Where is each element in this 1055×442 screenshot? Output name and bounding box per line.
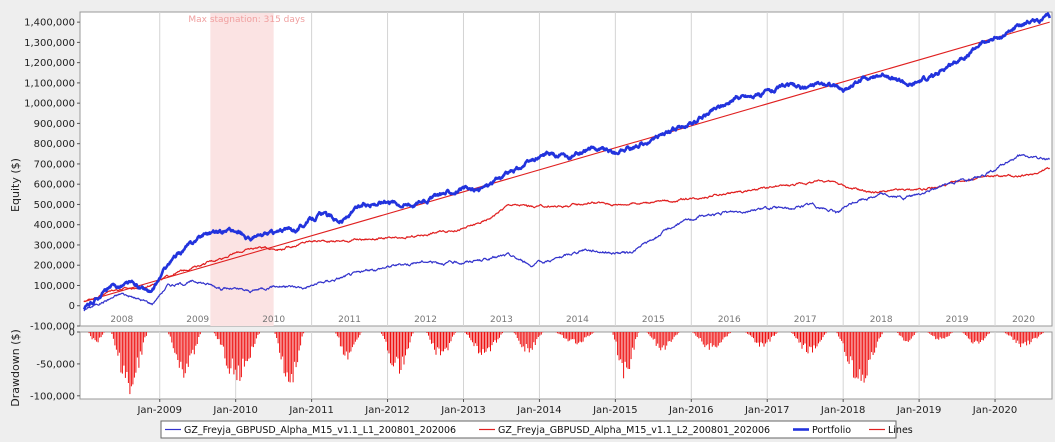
legend-label: Lines — [888, 425, 913, 436]
equity-tick-label: 1,000,000 — [24, 99, 75, 110]
x-tick-label: Jan-2012 — [364, 405, 409, 416]
legend-label: GZ_Freyja_GBPUSD_Alpha_M15_v1.1_L1_20080… — [184, 425, 456, 436]
stagnation-annotation: Max stagnation: 315 days — [188, 15, 305, 25]
equity-y-ticks: -100,000 0 100,000 200,000 300,000 400,000 500… — [24, 18, 80, 333]
series-line-lines — [83, 21, 1050, 303]
series-line-gz-freyja-gbpusd-alpha-m15-v1-1-l1-200801-202006 — [83, 153, 1050, 312]
equity-tick-label: -100,000 — [30, 322, 75, 333]
year-label: 2020 — [1012, 315, 1035, 325]
x-tick-label: Jan-2010 — [212, 405, 257, 416]
series-line-gz-freyja-gbpusd-alpha-m15-v1-1-l2-200801-202006 — [83, 167, 1051, 302]
x-tick-label: Jan-2020 — [972, 405, 1017, 416]
legend: GZ_Freyja_GBPUSD_Alpha_M15_v1.1_L1_20080… — [160, 420, 913, 439]
year-label: 2018 — [870, 315, 893, 325]
year-label: 2011 — [338, 315, 361, 325]
x-tick-label: Jan-2015 — [592, 405, 637, 416]
year-label: 2012 — [414, 315, 437, 325]
equity-tick-label: 500,000 — [34, 200, 75, 211]
drawdown-plot-area — [79, 331, 1053, 400]
x-tick-label: Jan-2016 — [668, 405, 713, 416]
x-tick-label: Jan-2009 — [136, 405, 181, 416]
year-labels: 2008 2009 2010 2011 2012 2013 2014 2015 2016 2017… — [110, 315, 1035, 325]
year-label: 2016 — [718, 315, 741, 325]
equity-tick-label: 1,100,000 — [24, 78, 75, 89]
year-label: 2010 — [262, 315, 285, 325]
equity-tick-label: 1,200,000 — [24, 58, 75, 69]
year-label: 2014 — [566, 315, 589, 325]
year-label: 2009 — [186, 315, 209, 325]
drawdown-tick-label: -50,000 — [36, 359, 75, 370]
drawdown-y-ticks: 0 -50,000 -100,000 — [30, 328, 80, 402]
equity-tick-label: 700,000 — [34, 159, 75, 170]
equity-series — [82, 12, 1051, 312]
equity-tick-label: 600,000 — [34, 180, 75, 191]
equity-tick-label: 100,000 — [34, 281, 75, 292]
equity-tick-label: 1,400,000 — [24, 18, 75, 29]
stagnation-region — [210, 13, 274, 326]
x-tick-label: Jan-2019 — [896, 405, 941, 416]
drawdown-tick-label: 0 — [69, 328, 75, 339]
series-line-portfolio — [82, 12, 1051, 311]
equity-tick-label: 300,000 — [34, 240, 75, 251]
legend-label: GZ_Freyja_GBPUSD_Alpha_M15_v1.1_L2_20080… — [498, 425, 770, 436]
x-tick-label: Jan-2013 — [440, 405, 485, 416]
year-label: 2013 — [490, 315, 513, 325]
x-tick-label: Jan-2011 — [288, 405, 333, 416]
equity-tick-label: 800,000 — [34, 139, 75, 150]
equity-tick-label: 0 — [69, 301, 75, 312]
year-label: 2008 — [110, 315, 133, 325]
x-tick-label: Jan-2017 — [744, 405, 789, 416]
equity-tick-label: 900,000 — [34, 119, 75, 130]
equity-tick-label: 1,300,000 — [24, 38, 75, 49]
drawdown-tick-label: -100,000 — [30, 391, 75, 402]
equity-tick-label: 400,000 — [34, 220, 75, 231]
x-tick-label: Jan-2014 — [516, 405, 561, 416]
year-label: 2017 — [794, 315, 817, 325]
year-label: 2019 — [946, 315, 969, 325]
drawdown-axis-title: Drawdown ($) — [9, 329, 22, 407]
equity-axis-title: Equity ($) — [9, 158, 22, 212]
legend-box — [160, 420, 897, 439]
x-ticks: Jan-2009 Jan-2010 Jan-2011 Jan-2012 Jan-2013… — [136, 399, 1017, 416]
year-label: 2015 — [642, 315, 665, 325]
stagnation-band — [210, 13, 274, 326]
equity-tick-label: 200,000 — [34, 261, 75, 272]
x-tick-label: Jan-2018 — [820, 405, 865, 416]
legend-label: Portfolio — [812, 425, 851, 436]
drawdown-bars — [88, 332, 1044, 395]
